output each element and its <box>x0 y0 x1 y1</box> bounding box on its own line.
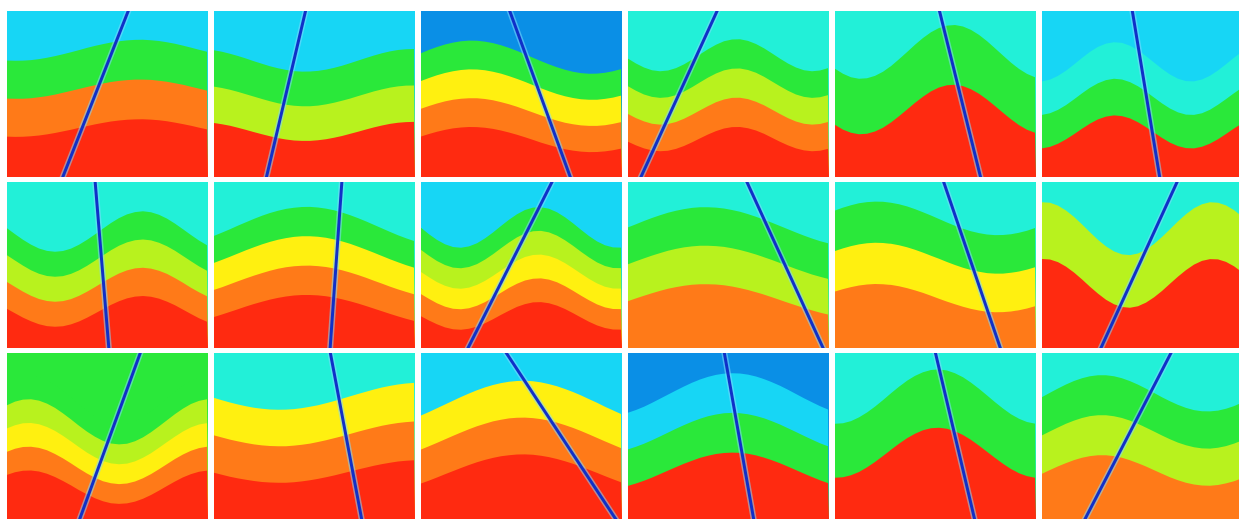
strata-layer <box>7 119 208 177</box>
model-panel <box>421 353 622 519</box>
model-panel <box>835 11 1036 177</box>
fault-line <box>466 182 554 348</box>
fault-line <box>1130 11 1162 177</box>
fault-line <box>722 353 756 519</box>
model-panel <box>628 182 829 348</box>
fault-line <box>639 11 719 177</box>
model-panel <box>214 182 415 348</box>
model-panel <box>1042 11 1239 177</box>
strata-layer <box>214 295 415 348</box>
fault-line <box>61 11 130 177</box>
model-panel <box>214 353 415 519</box>
strata-layer <box>421 127 622 177</box>
strata-layer <box>214 460 415 519</box>
fault-line <box>933 353 977 519</box>
fault-line <box>328 353 364 519</box>
fault-line <box>1099 182 1179 348</box>
fault-line <box>78 353 142 519</box>
strata-layer <box>628 127 829 177</box>
fault-line <box>1083 353 1173 519</box>
model-panel <box>835 353 1036 519</box>
model-panel <box>7 11 208 177</box>
model-panel <box>214 11 415 177</box>
fault-line <box>93 182 111 348</box>
fault-line <box>328 182 344 348</box>
model-panel <box>1042 182 1239 348</box>
strata-layer <box>628 452 829 519</box>
strata-layer <box>835 84 1036 177</box>
fault-line <box>264 11 308 177</box>
model-panel <box>835 182 1036 348</box>
fault-line <box>745 182 825 348</box>
model-panel <box>421 182 622 348</box>
strata-layer <box>835 427 1036 519</box>
strata-layer <box>421 454 622 519</box>
strata-layer <box>835 284 1036 348</box>
strata-layer <box>628 284 829 348</box>
strata-layer <box>214 121 415 177</box>
model-panel <box>628 353 829 519</box>
model-panel <box>628 11 829 177</box>
fault-line <box>508 11 572 177</box>
fault-line <box>937 11 983 177</box>
fault-line <box>942 182 1002 348</box>
model-panel <box>1042 353 1239 519</box>
fault-line <box>504 353 618 519</box>
strata-layer <box>1042 115 1239 177</box>
model-panel <box>7 182 208 348</box>
model-panel <box>421 11 622 177</box>
model-panel <box>7 353 208 519</box>
strata-layer <box>7 470 208 519</box>
strata-layer <box>1042 259 1239 348</box>
